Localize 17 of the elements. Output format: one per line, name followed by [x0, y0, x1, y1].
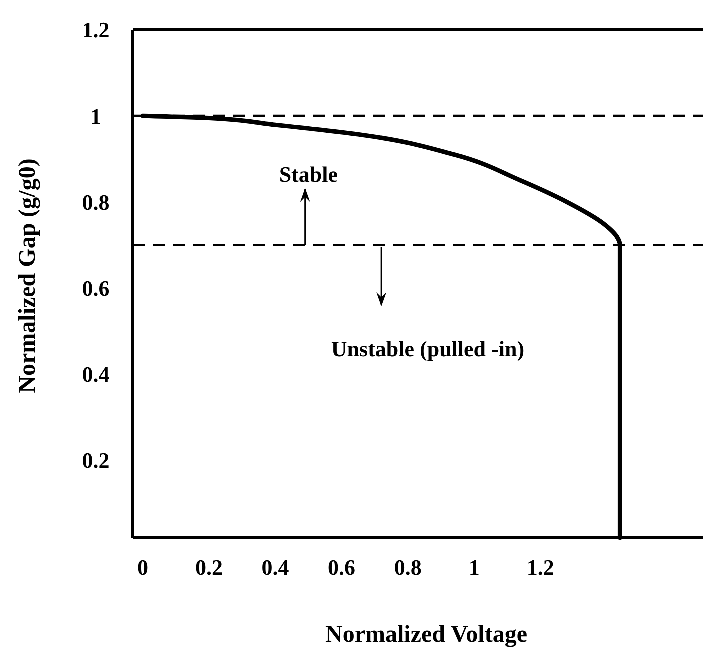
x-tick-label: 1.2: [526, 555, 554, 580]
y-tick-label: 1.2: [82, 18, 110, 43]
y-tick-label: 0.2: [82, 448, 110, 474]
x-tick-label: 0.4: [262, 555, 290, 580]
x-tick-label: 0.2: [195, 555, 223, 580]
x-tick-label: 1: [468, 555, 480, 580]
y-tick-label: 0.8: [82, 190, 110, 215]
x-axis-title: Normalized Voltage: [326, 622, 528, 648]
y-axis-title: Normalized Gap (g/g0): [15, 158, 41, 394]
annotation: Unstable (pulled -in): [331, 336, 525, 362]
annotation: Stable: [279, 162, 338, 187]
x-tick-label: 0: [137, 555, 148, 580]
y-tick-label: 0.6: [82, 276, 110, 302]
x-tick-label: 0.6: [328, 555, 356, 580]
x-tick-label: 0.8: [394, 555, 422, 580]
y-tick-label: 0.4: [82, 362, 110, 388]
y-tick-label: 1: [90, 104, 102, 129]
